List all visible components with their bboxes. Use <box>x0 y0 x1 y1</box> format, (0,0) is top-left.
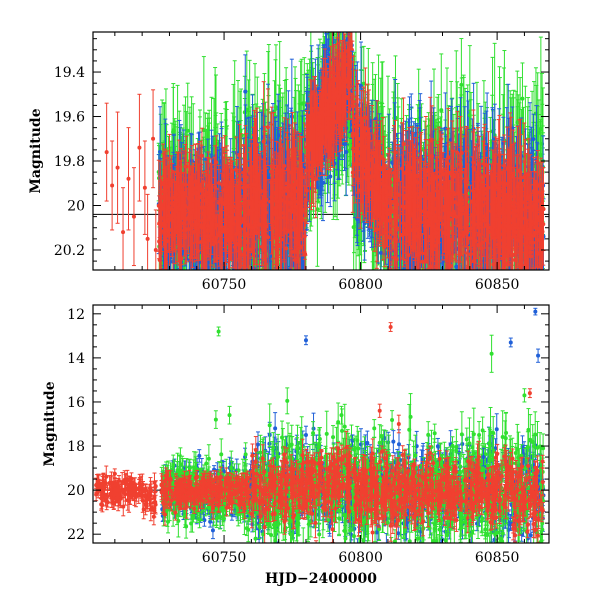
data-point <box>158 282 162 286</box>
data-point <box>169 201 174 206</box>
data-point <box>179 190 184 195</box>
data-point <box>304 300 308 304</box>
data-point <box>216 181 221 186</box>
data-point <box>177 219 182 224</box>
data-point <box>194 301 198 305</box>
data-point <box>177 281 181 285</box>
data-point <box>188 210 193 215</box>
data-point <box>226 228 231 233</box>
data-point <box>196 282 200 286</box>
data-point <box>299 293 303 297</box>
data-point <box>186 206 191 211</box>
data-point <box>225 271 229 275</box>
data-point <box>175 230 180 235</box>
data-point <box>211 214 216 219</box>
data-point <box>191 186 196 191</box>
data-point <box>222 187 227 192</box>
data-point <box>161 181 166 186</box>
data-point <box>201 294 205 298</box>
data-point <box>201 218 206 223</box>
data-point <box>300 300 304 304</box>
data-point <box>220 229 225 234</box>
data-point <box>231 221 236 226</box>
data-point <box>172 214 177 219</box>
data-point <box>158 280 162 284</box>
data-point <box>289 274 293 278</box>
data-point <box>234 167 239 172</box>
data-point <box>199 153 204 158</box>
data-point <box>167 280 171 284</box>
data-point <box>166 205 171 210</box>
data-point <box>192 270 196 274</box>
data-point <box>200 211 205 216</box>
data-point <box>228 214 233 219</box>
data-point <box>183 235 188 240</box>
data-point <box>237 199 242 204</box>
data-point <box>235 211 240 216</box>
data-point <box>206 294 210 298</box>
data-point <box>204 200 209 205</box>
data-point <box>214 160 219 165</box>
data-point <box>171 291 175 295</box>
data-point <box>185 273 189 277</box>
data-point <box>212 196 217 201</box>
data-point <box>219 197 224 202</box>
data-point <box>156 203 161 208</box>
data-point <box>174 197 179 202</box>
data-point <box>196 185 201 190</box>
top-panel-data <box>93 32 549 305</box>
data-point <box>280 295 284 299</box>
data-point <box>172 283 176 287</box>
data-point <box>208 228 213 233</box>
data-point <box>194 287 198 291</box>
data-point <box>233 271 237 275</box>
data-point <box>157 257 162 262</box>
data-point-group <box>205 260 210 298</box>
data-point <box>161 194 166 199</box>
data-point <box>192 229 197 234</box>
data-point <box>162 230 167 235</box>
data-point <box>228 210 233 215</box>
